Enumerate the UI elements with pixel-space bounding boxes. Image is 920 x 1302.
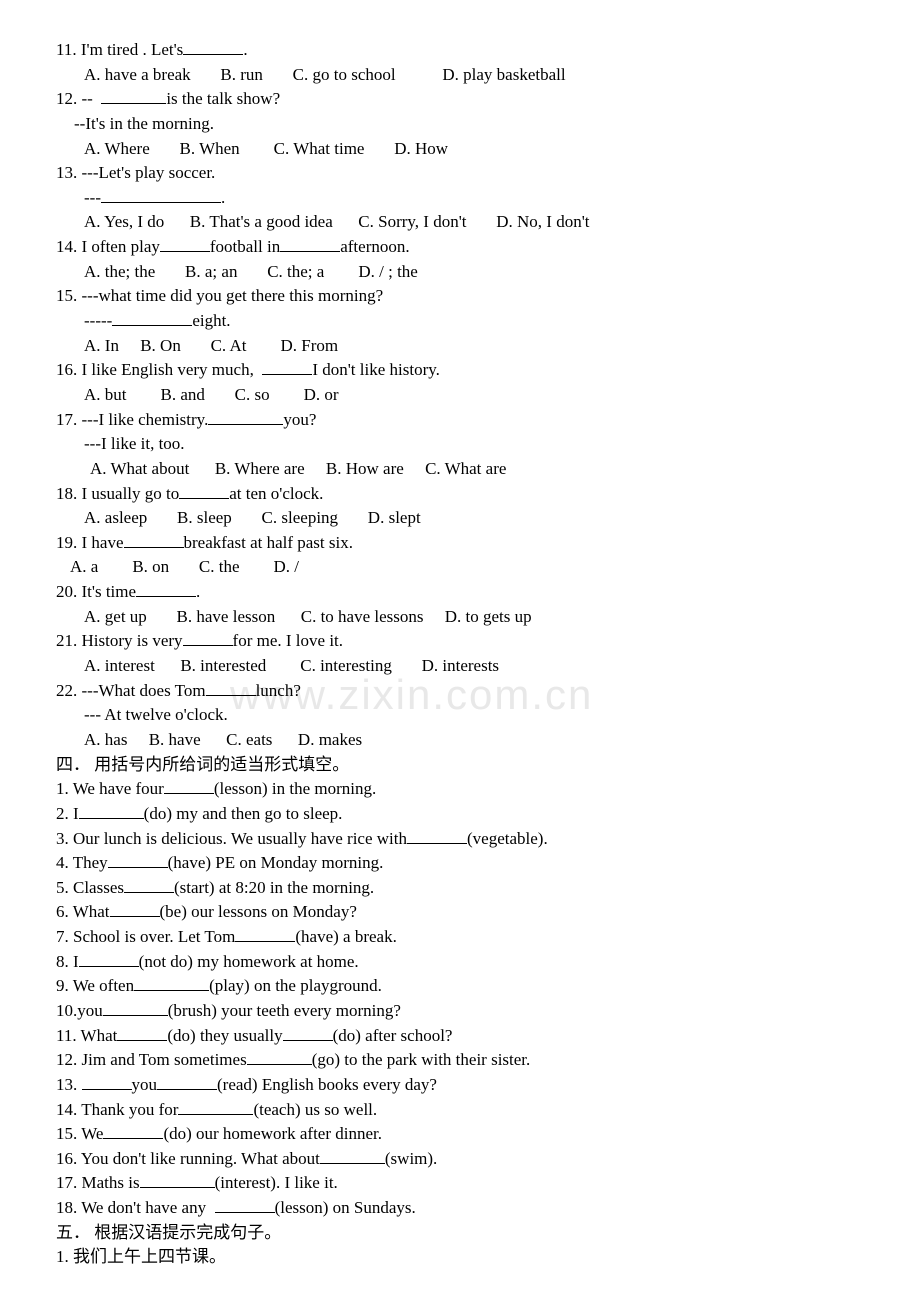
q14-options: A. the; the B. a; an C. the; a D. / ; th… (56, 260, 864, 285)
q16-options: A. but B. and C. so D. or (56, 383, 864, 408)
q13-options: A. Yes, I do B. That's a good idea C. So… (56, 210, 864, 235)
q17-sub: ---I like it, too. (56, 432, 864, 457)
f4: 4. They(have) PE on Monday morning. (56, 851, 864, 876)
document-body: 11. I'm tired . Let's. A. have a break B… (56, 38, 864, 1270)
q19-options: A. a B. on C. the D. / (56, 555, 864, 580)
q19-stem: 19. I havebreakfast at half past six. (56, 531, 864, 556)
s1: 1. 我们上午上四节课。 (56, 1245, 864, 1270)
q15-stem: 15. ---what time did you get there this … (56, 284, 864, 309)
f15: 15. We(do) our homework after dinner. (56, 1122, 864, 1147)
f12: 12. Jim and Tom sometimes(go) to the par… (56, 1048, 864, 1073)
f1: 1. We have four(lesson) in the morning. (56, 777, 864, 802)
f2: 2. I(do) my and then go to sleep. (56, 802, 864, 827)
q11-stem: 11. I'm tired . Let's. (56, 38, 864, 63)
f17: 17. Maths is(interest). I like it. (56, 1171, 864, 1196)
q15-sub: -----eight. (56, 309, 864, 334)
f18: 18. We don't have any (lesson) on Sunday… (56, 1196, 864, 1221)
f13: 13. you(read) English books every day? (56, 1073, 864, 1098)
q22-stem: 22. ---What does Tomlunch? (56, 679, 864, 704)
q13-sub: ---. (56, 186, 864, 211)
section5-header: 五． 根据汉语提示完成句子。 (56, 1221, 864, 1246)
q17-options: A. What about B. Where are B. How are C.… (56, 457, 864, 482)
f10: 10.you(brush) your teeth every morning? (56, 999, 864, 1024)
f16: 16. You don't like running. What about(s… (56, 1147, 864, 1172)
q12-sub: --It's in the morning. (56, 112, 864, 137)
f11: 11. What(do) they usually(do) after scho… (56, 1024, 864, 1049)
q12-options: A. Where B. When C. What time D. How (56, 137, 864, 162)
q22-sub: --- At twelve o'clock. (56, 703, 864, 728)
q22-options: A. has B. have C. eats D. makes (56, 728, 864, 753)
f3: 3. Our lunch is delicious. We usually ha… (56, 827, 864, 852)
q11-options: A. have a break B. run C. go to school D… (56, 63, 864, 88)
f7: 7. School is over. Let Tom(have) a break… (56, 925, 864, 950)
q15-options: A. In B. On C. At D. From (56, 334, 864, 359)
f5: 5. Classes(start) at 8:20 in the morning… (56, 876, 864, 901)
f8: 8. I(not do) my homework at home. (56, 950, 864, 975)
q18-options: A. asleep B. sleep C. sleeping D. slept (56, 506, 864, 531)
f6: 6. What(be) our lessons on Monday? (56, 900, 864, 925)
q16-stem: 16. I like English very much, I don't li… (56, 358, 864, 383)
q21-stem: 21. History is veryfor me. I love it. (56, 629, 864, 654)
q13-stem: 13. ---Let's play soccer. (56, 161, 864, 186)
f14: 14. Thank you for(teach) us so well. (56, 1098, 864, 1123)
q21-options: A. interest B. interested C. interesting… (56, 654, 864, 679)
f9: 9. We often(play) on the playground. (56, 974, 864, 999)
q18-stem: 18. I usually go toat ten o'clock. (56, 482, 864, 507)
q14-stem: 14. I often playfootball inafternoon. (56, 235, 864, 260)
q17-stem: 17. ---I like chemistry.you? (56, 408, 864, 433)
q12-stem: 12. -- is the talk show? (56, 87, 864, 112)
section4-header: 四． 用括号内所给词的适当形式填空。 (56, 753, 864, 778)
q20-stem: 20. It's time. (56, 580, 864, 605)
q20-options: A. get up B. have lesson C. to have less… (56, 605, 864, 630)
